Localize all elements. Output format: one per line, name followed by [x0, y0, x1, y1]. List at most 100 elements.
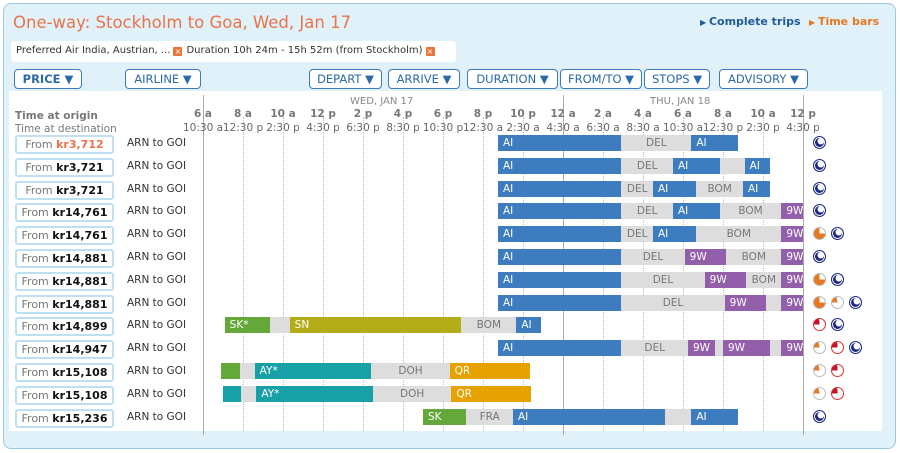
- layover-segment[interactable]: [719, 157, 745, 174]
- layover-segment[interactable]: DEL: [621, 340, 688, 357]
- short-layover-icon[interactable]: [813, 386, 826, 400]
- layover-segment[interactable]: BOM: [696, 226, 782, 243]
- long-layover-icon[interactable]: [813, 272, 826, 286]
- sort-from-to-button[interactable]: FROM/TO ▼: [560, 69, 642, 89]
- layover-segment[interactable]: [269, 317, 290, 334]
- layover-segment[interactable]: [664, 408, 692, 425]
- flight-segment[interactable]: 9W: [781, 294, 803, 311]
- layover-segment[interactable]: BOM: [746, 271, 782, 288]
- price-button[interactable]: From kr14,881: [15, 271, 114, 291]
- tight-connection-icon[interactable]: [813, 318, 826, 332]
- layover-segment[interactable]: DEL: [621, 271, 705, 288]
- price-button[interactable]: From kr14,947: [15, 340, 114, 360]
- flight-segment[interactable]: AI: [653, 180, 697, 197]
- flight-segment[interactable]: 9W: [704, 271, 747, 288]
- price-button[interactable]: From kr3,721: [15, 180, 114, 200]
- layover-segment[interactable]: [714, 340, 723, 357]
- flight-segment[interactable]: SK: [423, 408, 467, 425]
- flight-segment[interactable]: AI: [513, 408, 665, 425]
- long-layover-icon[interactable]: [813, 295, 826, 309]
- flight-segment[interactable]: AI: [498, 249, 622, 265]
- short-layover-icon[interactable]: [813, 364, 826, 377]
- flight-segment[interactable]: 9W: [723, 340, 770, 357]
- flight-segment[interactable]: AI: [498, 203, 622, 220]
- flight-segment[interactable]: AI: [691, 135, 738, 151]
- remove-filter-icon[interactable]: ×: [425, 47, 435, 56]
- layover-segment[interactable]: BOM: [461, 317, 517, 334]
- sort-advisory-button[interactable]: ADVISORY ▼: [719, 69, 808, 89]
- flight-segment[interactable]: 9W: [781, 203, 803, 220]
- price-button[interactable]: From kr3,712: [15, 135, 114, 154]
- flight-segment[interactable]: AI: [498, 180, 622, 197]
- layover-segment[interactable]: DEL: [621, 180, 653, 197]
- flight-segment[interactable]: AY*: [256, 385, 373, 402]
- overnight-icon[interactable]: [813, 158, 826, 172]
- flight-segment[interactable]: 9W: [688, 340, 715, 357]
- overnight-icon[interactable]: [813, 136, 826, 149]
- tight-connection-icon[interactable]: [831, 341, 844, 355]
- price-button[interactable]: From kr14,761: [15, 226, 114, 246]
- complete-trips-link[interactable]: ▶ Complete trips: [700, 15, 801, 28]
- layover-segment[interactable]: [766, 294, 782, 311]
- long-layover-icon[interactable]: [813, 227, 826, 241]
- overnight-icon[interactable]: [813, 409, 826, 423]
- flight-segment[interactable]: AI: [673, 203, 720, 220]
- flight-segment[interactable]: 9W: [684, 249, 727, 265]
- overnight-icon[interactable]: [849, 295, 862, 309]
- flight-segment[interactable]: AI: [516, 317, 542, 334]
- flight-segment[interactable]: AI: [498, 157, 622, 174]
- overnight-icon[interactable]: [813, 181, 826, 195]
- tight-connection-icon[interactable]: [831, 386, 844, 400]
- layover-segment[interactable]: FRA: [466, 408, 513, 425]
- flight-segment[interactable]: [223, 385, 242, 402]
- flight-segment[interactable]: 9W: [781, 226, 803, 243]
- layover-segment[interactable]: DOH: [371, 363, 450, 379]
- short-layover-icon[interactable]: [813, 341, 826, 355]
- flight-segment[interactable]: AI: [743, 180, 770, 197]
- flight-segment[interactable]: 9W: [724, 294, 767, 311]
- overnight-icon[interactable]: [831, 272, 844, 286]
- layover-segment[interactable]: DOH: [373, 385, 452, 402]
- layover-segment[interactable]: DEL: [621, 249, 685, 265]
- flight-segment[interactable]: 9W: [781, 271, 803, 288]
- sort-stops-button[interactable]: STOPS ▼: [644, 69, 710, 89]
- flight-segment[interactable]: 9W: [781, 249, 803, 265]
- flight-segment[interactable]: 9W: [781, 340, 803, 357]
- sort-price-button[interactable]: PRICE ▼: [14, 69, 82, 89]
- sort-airline-button[interactable]: AIRLINE ▼: [125, 69, 201, 89]
- price-button[interactable]: From kr14,881: [15, 249, 114, 268]
- flight-segment[interactable]: QR: [449, 363, 530, 379]
- layover-segment[interactable]: [239, 363, 255, 379]
- flight-segment[interactable]: SN: [289, 317, 462, 334]
- sort-depart-button[interactable]: DEPART ▼: [309, 69, 382, 89]
- flight-segment[interactable]: AI: [498, 135, 622, 151]
- layover-segment[interactable]: BOM: [696, 180, 743, 197]
- layover-segment[interactable]: DEL: [621, 226, 653, 243]
- flight-segment[interactable]: AY*: [254, 363, 372, 379]
- price-button[interactable]: From kr15,236: [15, 408, 114, 428]
- price-button[interactable]: From kr14,881: [15, 294, 114, 314]
- layover-segment[interactable]: DEL: [621, 157, 673, 174]
- sort-duration-button[interactable]: DURATION ▼: [467, 69, 558, 89]
- flight-segment[interactable]: SK*: [224, 317, 270, 334]
- overnight-icon[interactable]: [813, 250, 826, 263]
- flight-segment[interactable]: [221, 363, 240, 379]
- layover-segment[interactable]: DEL: [621, 203, 673, 220]
- layover-segment[interactable]: [241, 385, 257, 402]
- overnight-icon[interactable]: [831, 227, 844, 241]
- price-button[interactable]: From kr14,899: [15, 317, 114, 337]
- tight-connection-icon[interactable]: [831, 364, 844, 377]
- layover-segment[interactable]: DEL: [621, 294, 725, 311]
- flight-segment[interactable]: AI: [673, 157, 720, 174]
- layover-segment[interactable]: [769, 340, 782, 357]
- flight-segment[interactable]: AI: [498, 340, 622, 357]
- price-button[interactable]: From kr15,108: [15, 363, 114, 382]
- flight-segment[interactable]: AI: [653, 226, 697, 243]
- price-button[interactable]: From kr3,721: [15, 157, 114, 177]
- layover-segment[interactable]: BOM: [719, 203, 782, 220]
- flight-segment[interactable]: AI: [498, 226, 622, 243]
- overnight-icon[interactable]: [849, 341, 862, 355]
- flight-segment[interactable]: AI: [744, 157, 770, 174]
- time-bars-link[interactable]: ▶ Time bars: [809, 15, 880, 28]
- price-button[interactable]: From kr14,761: [15, 203, 114, 223]
